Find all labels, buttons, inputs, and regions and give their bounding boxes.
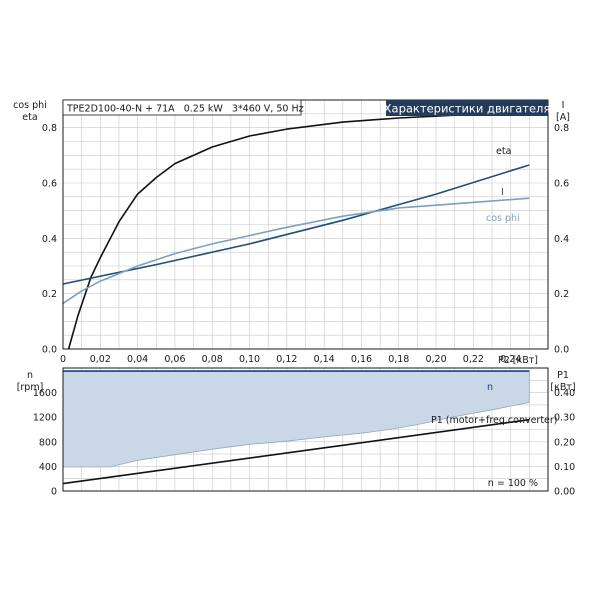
lower-plot-curves — [62, 370, 530, 485]
x-tick-label: 0,20 — [425, 354, 446, 365]
eta-curve — [67, 111, 530, 350]
annotation-speed-note: n = 100 % — [488, 478, 538, 489]
speed-range-area — [62, 370, 530, 468]
chart-subtitle: TPE2D100-40-N + 71A 0.25 kW 3*460 V, 50 … — [66, 104, 304, 115]
x-tick-label: 0,08 — [202, 354, 223, 365]
x-tick-label: 0 — [60, 354, 66, 365]
x-tick-label: 0,02 — [90, 354, 111, 365]
x-tick-label: 0,10 — [239, 354, 260, 365]
p1-tick-label: 0.00 — [554, 487, 575, 498]
subtitle-box — [62, 99, 302, 116]
x-tick-label: 0,06 — [164, 354, 185, 365]
y-right-tick-label: 0.4 — [554, 234, 569, 245]
series-label-cosphi: cos phi — [486, 213, 520, 224]
current-curve — [62, 164, 530, 285]
right-axis-label-i: I — [562, 100, 565, 111]
cosphi-curve — [62, 197, 530, 305]
y-left-tick-label: 0.2 — [42, 289, 57, 300]
left-axis-label-rpm: [rpm] — [17, 382, 44, 393]
left-axis-label-n: n — [27, 370, 33, 381]
n-tick-label: 1200 — [33, 413, 57, 424]
x-tick-label: 0,04 — [127, 354, 148, 365]
p1-tick-label: 0.10 — [554, 462, 575, 473]
x-tick-label: 0,14 — [314, 354, 335, 365]
right-axis-label-p1: P1 — [557, 370, 569, 381]
n-tick-label: 0 — [51, 487, 57, 498]
x-tick-label: 0,22 — [463, 354, 484, 365]
speed-range-area-group — [62, 370, 530, 468]
series-label-eta: eta — [496, 146, 511, 157]
p1-tick-label: 0.40 — [554, 388, 575, 399]
x-tick-label: 0,24 — [500, 354, 521, 365]
y-right-tick-label: 0.8 — [554, 123, 569, 134]
lower-plot-frame — [62, 367, 549, 492]
y-right-tick-label: 0.6 — [554, 179, 569, 190]
x-tick-label: 0,16 — [351, 354, 372, 365]
chart-title-box — [386, 100, 548, 116]
annotation-n: n — [487, 382, 493, 393]
annotation-p1: P1 (motor+freq.converter) — [431, 415, 558, 426]
y-right-tick-label: 0.2 — [554, 289, 569, 300]
upper-plot-grid — [63, 100, 548, 349]
y-left-tick-label: 0.6 — [42, 179, 57, 190]
x-axis-label-p2: P2 [кВт] — [498, 355, 538, 366]
p1-tick-label: 0.20 — [554, 437, 575, 448]
axis-tick-labels: 0 0,02 0,04 0,06 0,08 0,10 0,12 0,14 0,16 0,18 0,2… — [33, 123, 575, 497]
p1-tick-label: 0.30 — [554, 413, 575, 424]
n-tick-label: 400 — [39, 462, 57, 473]
left-axis-label-cosphi: cos phi — [13, 100, 47, 111]
left-axis-label-eta: eta — [22, 112, 37, 123]
series-label-i: I — [501, 187, 504, 198]
n-tick-label: 800 — [39, 437, 57, 448]
upper-plot-frame — [62, 99, 549, 350]
right-axis-label-p1-unit: [кВт] — [550, 382, 575, 393]
x-tick-label: 0,12 — [276, 354, 297, 365]
y-left-tick-label: 0.8 — [42, 123, 57, 134]
n-tick-label: 1600 — [33, 388, 57, 399]
right-axis-label-i-unit: [A] — [556, 112, 570, 123]
chart-title: Характеристики двигателя — [384, 102, 551, 116]
p1-power-line — [62, 418, 530, 485]
y-right-tick-label: 0.0 — [554, 345, 569, 356]
y-left-tick-label: 0.4 — [42, 234, 57, 245]
y-left-tick-label: 0.0 — [42, 345, 57, 356]
upper-plot-curves — [62, 111, 530, 350]
x-tick-label: 0,18 — [388, 354, 409, 365]
